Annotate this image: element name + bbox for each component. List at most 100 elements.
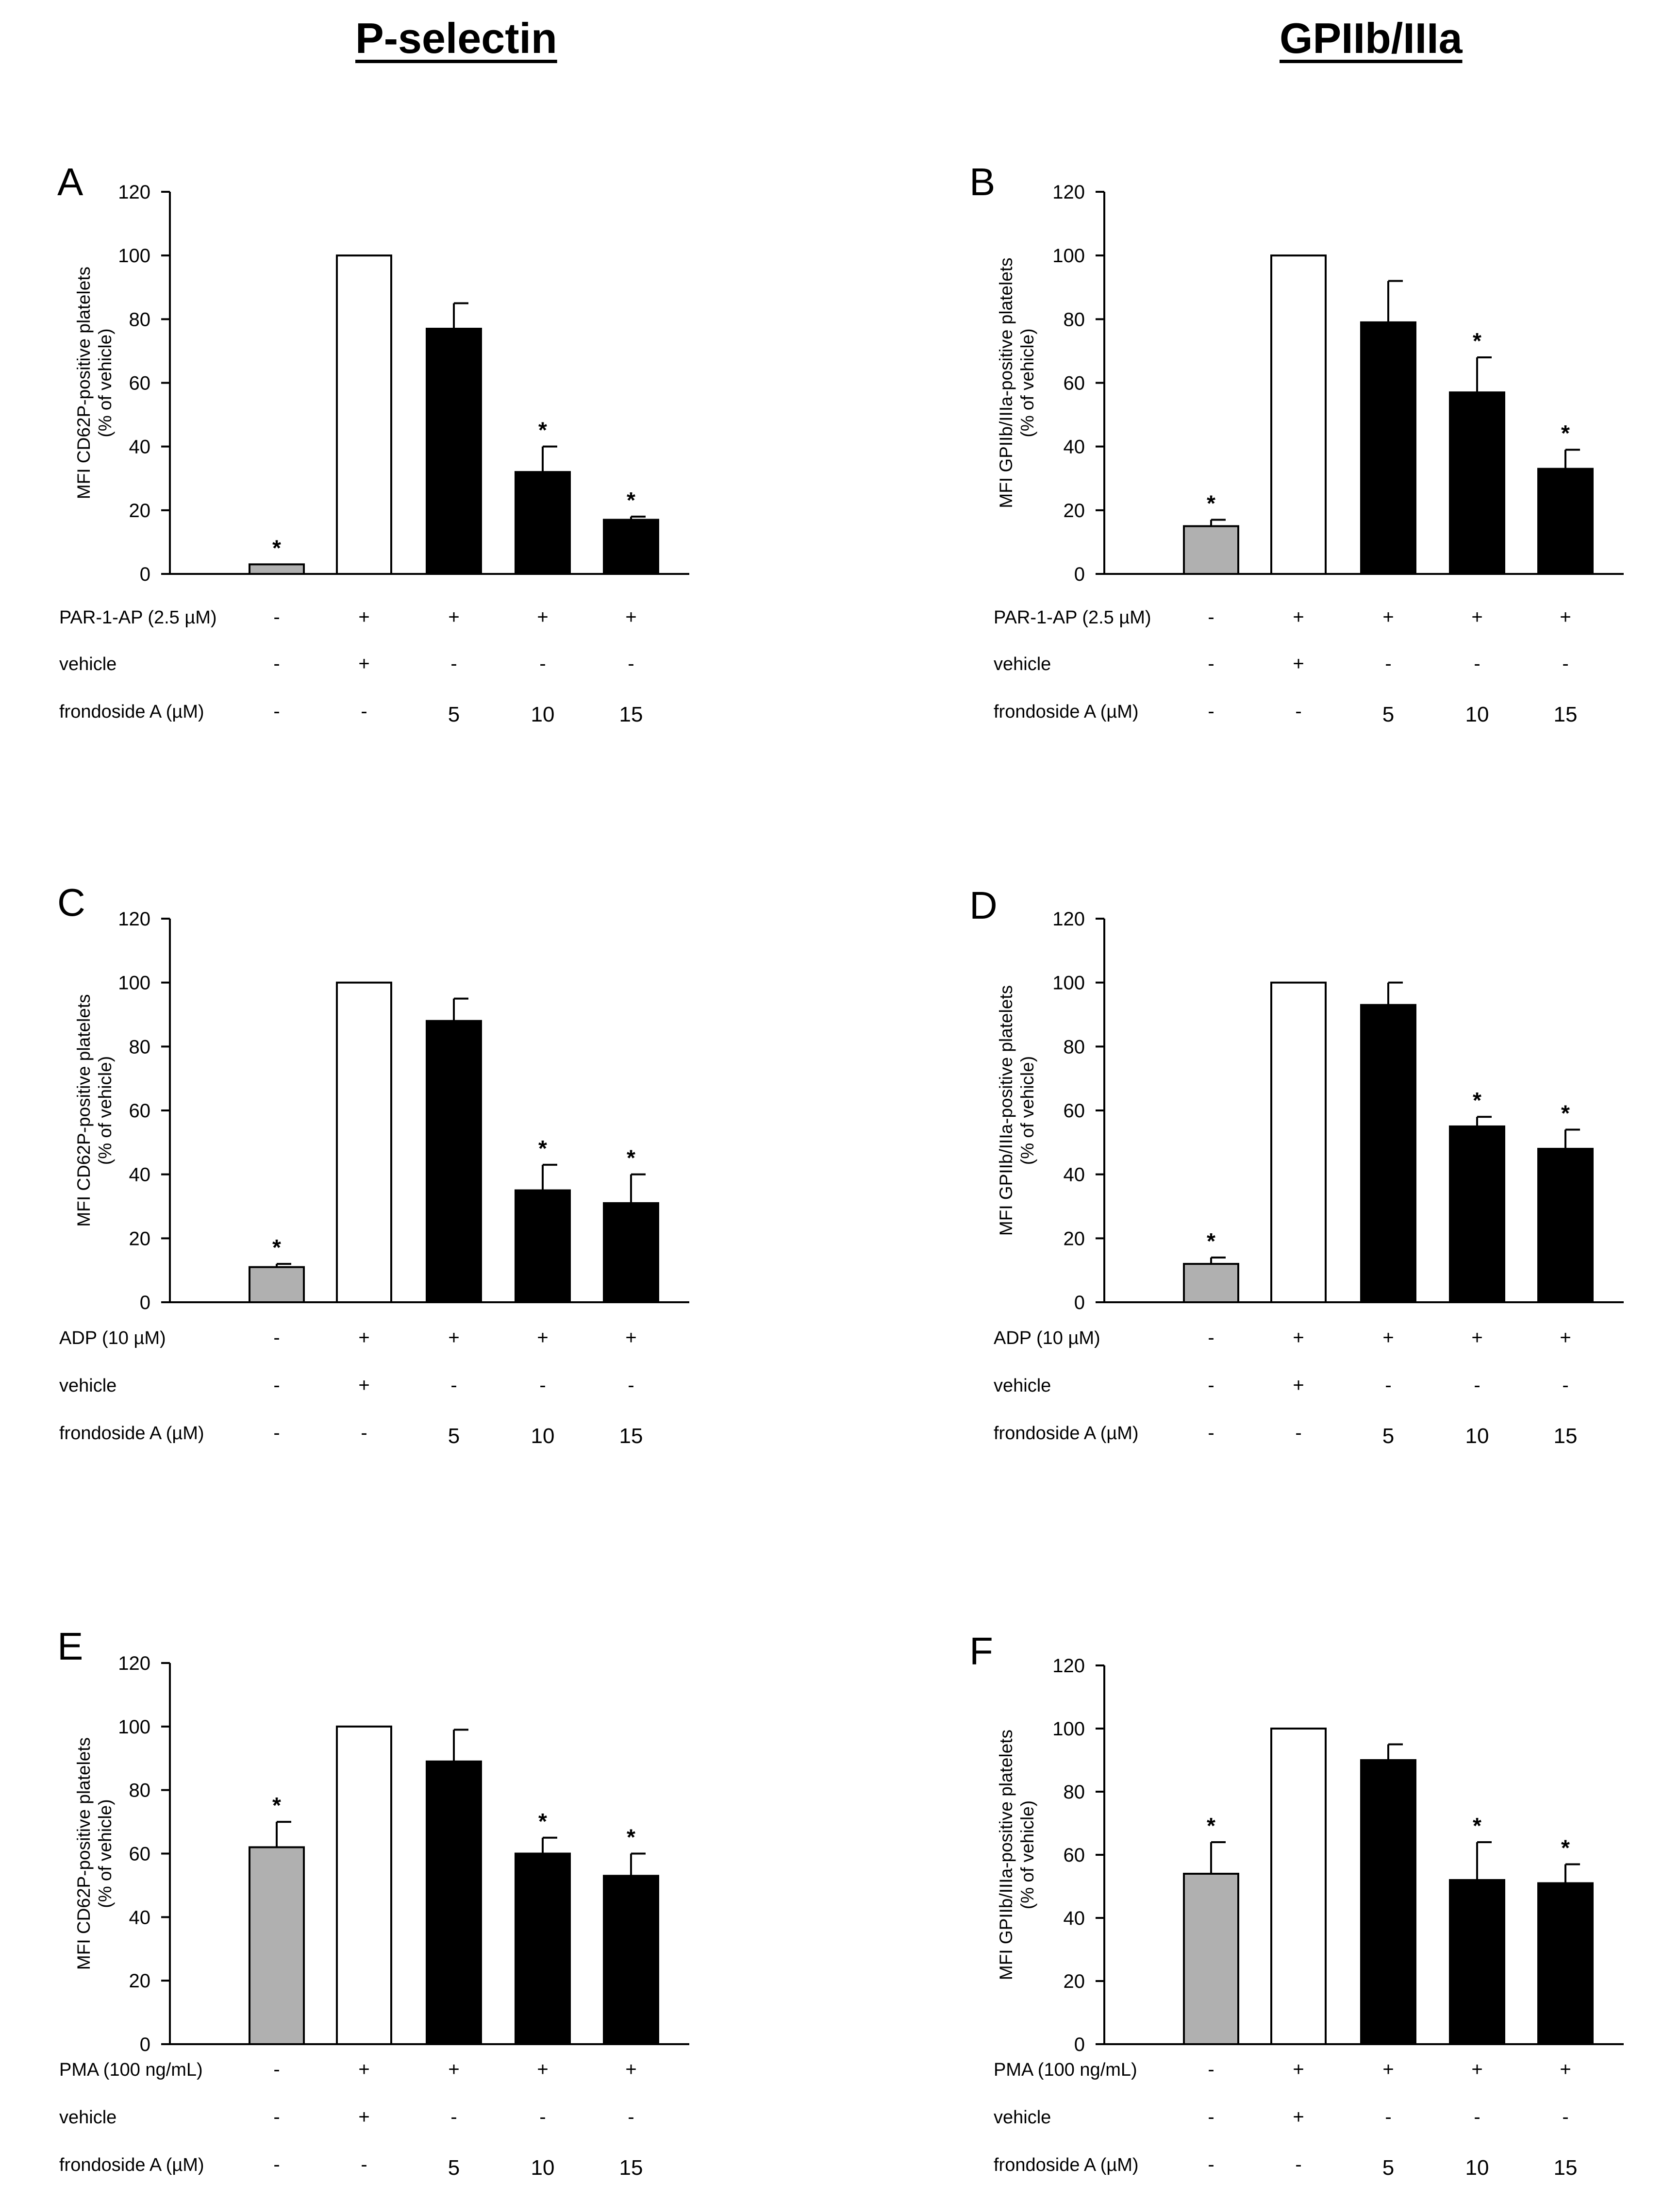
condition-value: 15	[1554, 1424, 1578, 1448]
y-tick-label: 0	[1074, 564, 1085, 585]
condition-value: -	[273, 1422, 280, 1444]
condition-value: -	[1208, 701, 1214, 722]
condition-value: +	[448, 1327, 459, 1348]
condition-value: +	[1471, 1327, 1482, 1348]
y-axis-label: MFI CD62P-positive platelets	[74, 1737, 94, 1970]
condition-value: +	[358, 2106, 369, 2128]
condition-row-label: vehicle	[59, 654, 116, 674]
panel-c-chart: C 0 20 40 60 80 100 120 MFI CD62P-positive plate…	[57, 881, 689, 1448]
y-tick-label: 120	[118, 908, 150, 930]
condition-value: +	[1293, 606, 1304, 628]
condition-row-label: PMA (100 ng/mL)	[59, 2060, 203, 2080]
condition-value: -	[1295, 701, 1301, 722]
p-selectin-column-title: P-selectin	[355, 14, 557, 62]
y-tick-label: 40	[1064, 1908, 1085, 1929]
bar	[1449, 391, 1505, 575]
y-tick-label: 40	[129, 1164, 151, 1186]
y-tick-label: 60	[129, 1100, 151, 1122]
condition-value: -	[1208, 2059, 1214, 2080]
panel-a-chart: A 0 20 40 60 80 100 120 MFI CD62P-positive plate…	[57, 160, 689, 726]
condition-value: -	[1208, 653, 1214, 674]
condition-row-label: ADP (10 µM)	[994, 1328, 1100, 1348]
y-tick-label: 120	[1052, 908, 1085, 930]
y-axis-label-unit: (% of vehicle)	[1017, 1056, 1037, 1165]
condition-value: -	[628, 2106, 634, 2128]
condition-value: 10	[531, 703, 555, 726]
condition-value: -	[628, 653, 634, 674]
y-tick-label: 80	[129, 309, 151, 330]
condition-value: -	[273, 653, 280, 674]
panel-b-chart: B 0 20 40 60 80 100 120 MFI GPIIb/IIIa-positive …	[969, 160, 1624, 726]
bar	[1270, 981, 1327, 1303]
condition-value: -	[273, 606, 280, 628]
condition-value: +	[1382, 1327, 1394, 1348]
bar	[1360, 1004, 1416, 1303]
y-axis-label: MFI GPIIb/IIIa-positive platelets	[996, 985, 1016, 1236]
bar	[603, 1202, 659, 1304]
bar	[1183, 525, 1239, 575]
panel-letter: F	[969, 1630, 993, 1673]
bar	[603, 519, 659, 575]
condition-value: 10	[531, 1424, 555, 1448]
y-tick-label: 80	[1064, 309, 1085, 330]
condition-row-label: vehicle	[994, 654, 1051, 674]
condition-value: 10	[1465, 2156, 1489, 2180]
bar	[1270, 1728, 1327, 2045]
y-tick-label: 40	[129, 1907, 151, 1928]
bar	[1360, 1759, 1416, 2045]
panel-letter: E	[57, 1625, 83, 1668]
condition-value: -	[450, 653, 457, 674]
y-tick-label: 80	[129, 1780, 151, 1801]
condition-value: -	[1562, 653, 1568, 674]
condition-value: -	[1208, 1375, 1214, 1396]
significance-marker: *	[1473, 1813, 1481, 1838]
bar	[515, 471, 571, 575]
y-tick-label: 120	[1052, 182, 1085, 203]
condition-value: -	[450, 1375, 457, 1396]
y-tick-label: 100	[1052, 245, 1085, 267]
significance-marker: *	[1561, 420, 1570, 446]
condition-value: +	[1560, 606, 1571, 628]
condition-row-label: frondoside A (µM)	[59, 1423, 204, 1444]
y-tick-label: 100	[118, 1716, 150, 1738]
condition-row-label: vehicle	[59, 2107, 116, 2128]
y-tick-label: 100	[1052, 973, 1085, 994]
condition-value: -	[1385, 2106, 1391, 2128]
condition-value: +	[358, 2059, 369, 2080]
bar	[515, 1189, 571, 1303]
y-axis-label-unit: (% of vehicle)	[95, 328, 115, 437]
y-tick-label: 80	[1064, 1781, 1085, 1803]
panel-d-chart: D 0 20 40 60 80 100 120 MFI GPIIb/IIIa-positive …	[969, 884, 1624, 1448]
condition-value: -	[361, 2154, 367, 2175]
condition-value: -	[539, 1375, 546, 1396]
condition-value: -	[1474, 2106, 1480, 2128]
bar	[426, 1020, 482, 1304]
significance-marker: *	[272, 1235, 281, 1260]
significance-marker: *	[1561, 1101, 1570, 1126]
bar	[336, 981, 392, 1303]
bar	[426, 328, 482, 575]
condition-value: -	[273, 701, 280, 722]
condition-value: -	[273, 2106, 280, 2128]
significance-marker: *	[538, 418, 547, 443]
bar	[249, 563, 305, 575]
significance-marker: *	[272, 1793, 281, 1818]
y-tick-label: 100	[118, 245, 150, 267]
y-tick-label: 60	[129, 1844, 151, 1865]
y-axis-label: MFI CD62P-positive platelets	[74, 994, 94, 1227]
y-tick-label: 20	[1064, 1971, 1085, 1992]
condition-value: +	[1560, 2059, 1571, 2080]
y-tick-label: 120	[118, 182, 150, 203]
significance-marker: *	[538, 1136, 547, 1161]
significance-marker: *	[627, 487, 635, 513]
y-tick-label: 20	[129, 1228, 151, 1249]
condition-value: -	[539, 653, 546, 674]
y-tick-label: 40	[129, 437, 151, 458]
significance-marker: *	[1207, 491, 1215, 516]
significance-marker: *	[627, 1145, 635, 1171]
condition-value: +	[1293, 653, 1304, 674]
condition-value: +	[1293, 2059, 1304, 2080]
condition-value: +	[1560, 1327, 1571, 1348]
condition-row-label: frondoside A (µM)	[59, 2155, 204, 2175]
